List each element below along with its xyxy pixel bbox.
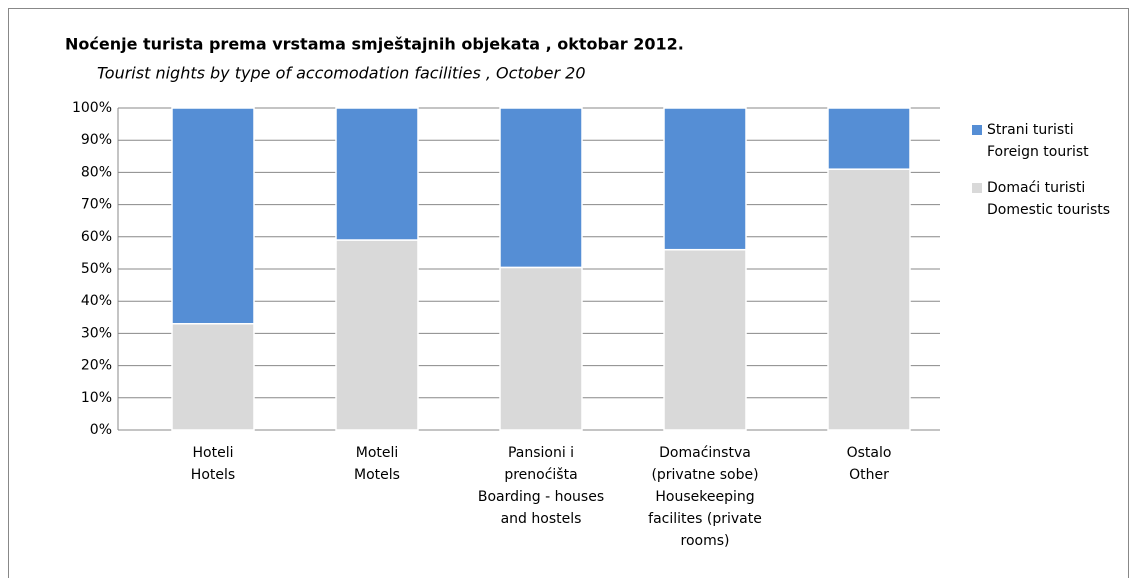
legend-swatch (972, 183, 982, 193)
bar-segment (827, 107, 911, 170)
x-tick-label: rooms) (681, 533, 730, 549)
y-tick-label: 70% (81, 197, 112, 213)
y-tick-label: 100% (72, 100, 112, 116)
bar-segment (171, 107, 255, 325)
y-tick-label: 10% (81, 390, 112, 406)
y-tick-label: 90% (81, 132, 112, 148)
x-tick-label: Boarding - houses (478, 489, 604, 505)
x-tick-label: Pansioni i (508, 445, 574, 461)
y-tick-label: 30% (81, 325, 112, 341)
y-tick-label: 60% (81, 229, 112, 245)
x-tick-label: and hostels (501, 511, 582, 527)
legend-label: Foreign tourist (987, 144, 1089, 160)
x-tick-label: Other (849, 467, 889, 483)
x-tick-label: prenoćišta (504, 467, 577, 483)
x-tick-label: Moteli (356, 445, 399, 461)
x-tick-label: Ostalo (847, 445, 892, 461)
chart-subtitle: Tourist nights by type of accomodation f… (97, 64, 586, 83)
bar-segment (827, 168, 911, 431)
bar-segment (499, 107, 583, 269)
bar-segment (335, 239, 419, 431)
legend-label: Strani turisti (987, 122, 1074, 138)
y-tick-label: 0% (90, 422, 112, 438)
x-tick-label: Domaćinstva (659, 445, 751, 461)
bar-segment (171, 322, 255, 431)
y-tick-label: 80% (81, 164, 112, 180)
x-tick-label: (privatne sobe) (651, 467, 758, 483)
bar-segment (499, 266, 583, 431)
bar-segment (335, 107, 419, 241)
x-tick-label: Motels (354, 467, 400, 483)
bar-segment (663, 107, 747, 251)
bar-segment (663, 248, 747, 431)
chart-title: Noćenje turista prema vrstama smještajni… (65, 35, 684, 54)
y-tick-label: 40% (81, 293, 112, 309)
x-tick-label: Hotels (191, 467, 235, 483)
y-tick-label: 50% (81, 261, 112, 277)
x-tick-label: facilites (private (648, 511, 762, 527)
legend-swatch (972, 125, 982, 135)
legend-label: Domaći turisti (987, 180, 1085, 196)
x-tick-label: Housekeeping (655, 489, 754, 505)
y-tick-label: 20% (81, 358, 112, 374)
x-tick-label: Hoteli (193, 445, 234, 461)
legend-label: Domestic tourists (987, 202, 1110, 218)
